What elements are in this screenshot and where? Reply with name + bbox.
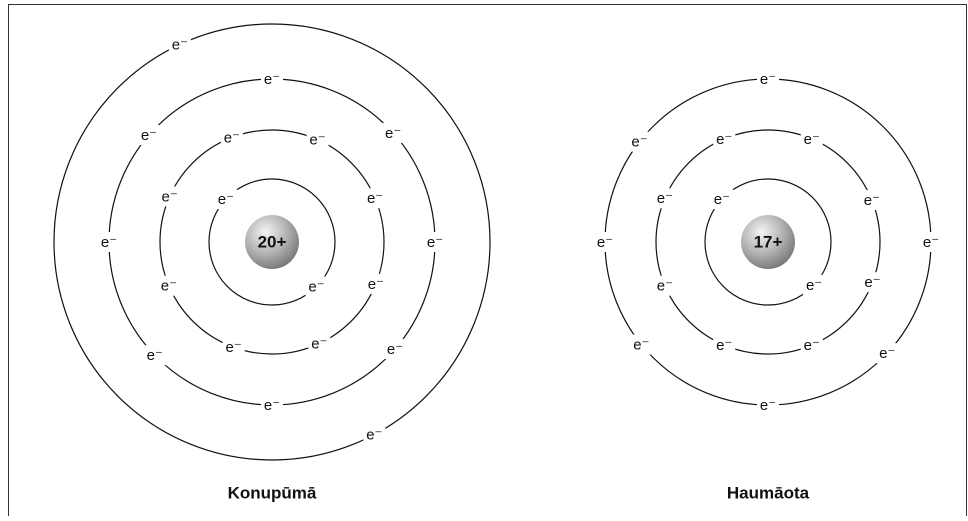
electron: e⁻ — [806, 277, 822, 294]
electron: e⁻ — [367, 190, 383, 207]
electron: e⁻ — [147, 347, 163, 364]
electron: e⁻ — [597, 234, 613, 251]
electron: e⁻ — [923, 234, 939, 251]
electron: e⁻ — [427, 234, 443, 251]
nucleus-charge: 17+ — [754, 232, 783, 251]
electron: e⁻ — [879, 345, 895, 362]
frame — [9, 5, 967, 517]
electron: e⁻ — [309, 132, 325, 149]
atom-name: Haumāota — [727, 483, 810, 502]
electron: e⁻ — [218, 191, 234, 208]
electron: e⁻ — [657, 278, 673, 295]
electron: e⁻ — [161, 278, 177, 295]
electron: e⁻ — [141, 127, 157, 144]
diagram: e⁻ e⁻ e⁻ e⁻ e⁻ e⁻ e⁻ e⁻ e⁻ e⁻ e⁻ e⁻ e⁻ e⁻ e⁻ e⁻ e⁻ e⁻ e⁻ e⁻… — [0, 0, 968, 516]
electron: e⁻ — [308, 279, 324, 296]
electron: e⁻ — [264, 397, 280, 414]
electron: e⁻ — [804, 337, 820, 354]
electron: e⁻ — [366, 426, 382, 443]
electron: e⁻ — [760, 397, 776, 414]
electron: e⁻ — [716, 131, 732, 148]
electron: e⁻ — [226, 339, 242, 356]
electron: e⁻ — [864, 274, 880, 291]
electron: e⁻ — [714, 191, 730, 208]
electron: e⁻ — [804, 131, 820, 148]
electron: e⁻ — [101, 234, 117, 251]
electron: e⁻ — [760, 71, 776, 88]
electron: e⁻ — [864, 192, 880, 209]
electron: e⁻ — [387, 341, 403, 358]
electron: e⁻ — [368, 276, 384, 293]
electron: e⁻ — [224, 129, 240, 146]
page: {"atoms": [ {"nucleus": "20+", "name": "… — [0, 0, 968, 516]
electron: e⁻ — [311, 335, 327, 352]
electron: e⁻ — [264, 71, 280, 88]
electron: e⁻ — [162, 188, 178, 205]
electron: e⁻ — [172, 36, 188, 53]
atom-name: Konupūmā — [228, 483, 317, 502]
electron: e⁻ — [385, 125, 401, 142]
electron: e⁻ — [631, 134, 647, 151]
electron: e⁻ — [716, 337, 732, 354]
electron: e⁻ — [633, 337, 649, 354]
nucleus-charge: 20+ — [258, 232, 287, 251]
electron: e⁻ — [657, 190, 673, 207]
